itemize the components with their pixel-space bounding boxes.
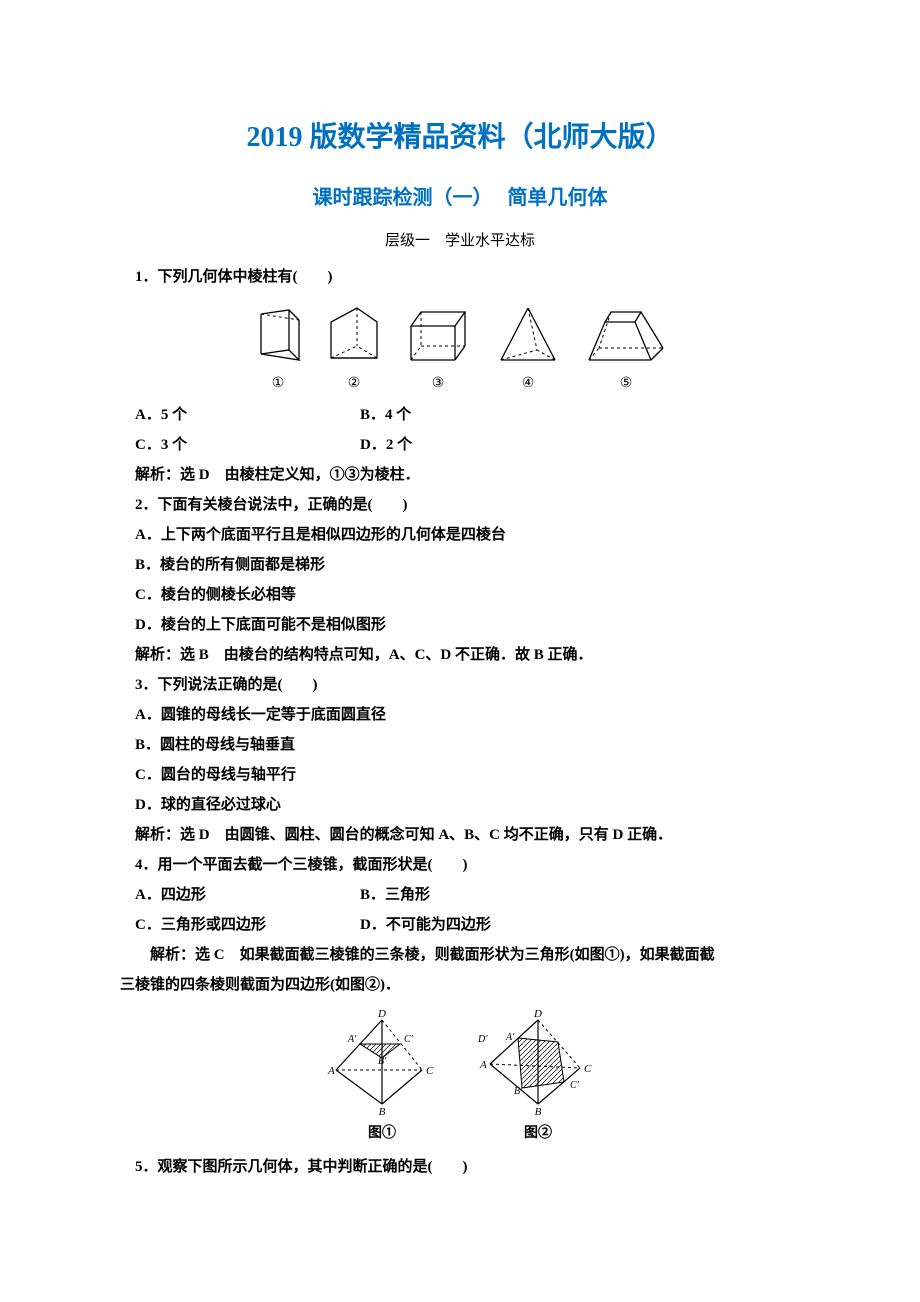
shape-3-label: ③ bbox=[432, 370, 445, 398]
parallelepiped-icon bbox=[403, 302, 473, 368]
shape-2-label: ② bbox=[348, 370, 361, 398]
q4-opt-d: D．不可能为四边形 bbox=[360, 910, 800, 940]
diagram-1: D A C B A′ C′ B′ 图① bbox=[322, 1008, 442, 1148]
diagram-1-label: 图① bbox=[368, 1120, 396, 1148]
q1-opt-a: A．5 个 bbox=[120, 400, 360, 430]
q4-row1: A．四边形 B．三角形 bbox=[120, 880, 800, 910]
tetrahedron-quad-section-icon: D A C B A′ D′ C′ B′ bbox=[478, 1008, 598, 1118]
q2-opt-b: B．棱台的所有侧面都是梯形 bbox=[120, 550, 800, 580]
diagram-row: D A C B A′ C′ B′ 图① D A C B bbox=[120, 1008, 800, 1148]
q2-opt-a: A．上下两个底面平行且是相似四边形的几何体是四棱台 bbox=[120, 520, 800, 550]
sub-title: 课时跟踪检测（一） 简单几何体 bbox=[120, 178, 800, 218]
q5-stem: 5．观察下图所示几何体，其中判断正确的是( ) bbox=[120, 1152, 800, 1182]
svg-text:B: B bbox=[379, 1106, 386, 1118]
q1-row1: A．5 个 B．4 个 bbox=[120, 400, 800, 430]
wedge-icon bbox=[325, 302, 383, 368]
q3-opt-c: C．圆台的母线与轴平行 bbox=[120, 760, 800, 790]
q2-analysis: 解析：选 B 由棱台的结构特点可知，A、C、D 不正确．故 B 正确． bbox=[120, 640, 800, 670]
shape-2: ② bbox=[325, 302, 383, 398]
diagram-2-label: 图② bbox=[524, 1120, 552, 1148]
q4-analysis-1: 解析：选 C 如果截面截三棱锥的三条棱，则截面形状为三角形(如图①)，如果截面截 bbox=[120, 940, 800, 970]
q4-analysis-2: 三棱锥的四条棱则截面为四边形(如图②)． bbox=[120, 970, 800, 1000]
svg-text:A′: A′ bbox=[347, 1034, 357, 1045]
shape-1: ① bbox=[251, 302, 305, 398]
svg-text:D: D bbox=[377, 1008, 386, 1020]
shape-4-label: ④ bbox=[522, 370, 535, 398]
main-title: 2019 版数学精品资料（北师大版） bbox=[120, 110, 800, 166]
svg-text:A: A bbox=[327, 1065, 335, 1077]
q3-stem: 3．下列说法正确的是( ) bbox=[120, 670, 800, 700]
q3-analysis: 解析：选 D 由圆锥、圆柱、圆台的概念可知 A、B、C 均不正确，只有 D 正确… bbox=[120, 820, 800, 850]
svg-text:A′: A′ bbox=[505, 1032, 515, 1043]
q2-stem: 2．下面有关棱台说法中，正确的是( ) bbox=[120, 490, 800, 520]
q4-opt-c: C．三角形或四边形 bbox=[120, 910, 360, 940]
svg-text:B: B bbox=[535, 1106, 542, 1118]
q3-opt-d: D．球的直径必过球心 bbox=[120, 790, 800, 820]
q4-opt-b: B．三角形 bbox=[360, 880, 800, 910]
shape-1-label: ① bbox=[272, 370, 285, 398]
q2-opt-c: C．棱台的侧棱长必相等 bbox=[120, 580, 800, 610]
shape-4: ④ bbox=[493, 302, 563, 398]
pyramid-icon bbox=[493, 302, 563, 368]
q3-opt-b: B．圆柱的母线与轴垂直 bbox=[120, 730, 800, 760]
q3-opt-a: A．圆锥的母线长一定等于底面圆直径 bbox=[120, 700, 800, 730]
q1-row2: C．3 个 D．2 个 bbox=[120, 430, 800, 460]
q2-opt-d: D．棱台的上下底面可能不是相似图形 bbox=[120, 610, 800, 640]
svg-text:C′: C′ bbox=[570, 1080, 580, 1091]
frustum-icon bbox=[583, 302, 669, 368]
shape-5-label: ⑤ bbox=[620, 370, 633, 398]
q1-opt-c: C．3 个 bbox=[120, 430, 360, 460]
svg-text:C: C bbox=[584, 1063, 592, 1075]
level-label: 层级一 学业水平达标 bbox=[120, 226, 800, 256]
shape-5: ⑤ bbox=[583, 302, 669, 398]
tetrahedron-triangle-section-icon: D A C B A′ C′ B′ bbox=[322, 1008, 442, 1118]
svg-text:D′: D′ bbox=[478, 1034, 488, 1045]
prism-triangular-icon bbox=[251, 302, 305, 368]
svg-text:C′: C′ bbox=[404, 1034, 414, 1045]
q1-stem: 1．下列几何体中棱柱有( ) bbox=[120, 262, 800, 292]
diagram-2: D A C B A′ D′ C′ B′ 图② bbox=[478, 1008, 598, 1148]
shapes-row: ① ② ③ bbox=[120, 302, 800, 398]
svg-text:C: C bbox=[426, 1065, 434, 1077]
q1-opt-b: B．4 个 bbox=[360, 400, 800, 430]
q4-stem: 4．用一个平面去截一个三棱锥，截面形状是( ) bbox=[120, 850, 800, 880]
q1-analysis: 解析：选 D 由棱柱定义知，①③为棱柱． bbox=[120, 460, 800, 490]
q1-opt-d: D．2 个 bbox=[360, 430, 800, 460]
q4-row2: C．三角形或四边形 D．不可能为四边形 bbox=[120, 910, 800, 940]
svg-text:D: D bbox=[533, 1008, 542, 1020]
svg-text:A: A bbox=[479, 1059, 487, 1071]
q4-opt-a: A．四边形 bbox=[120, 880, 360, 910]
shape-3: ③ bbox=[403, 302, 473, 398]
